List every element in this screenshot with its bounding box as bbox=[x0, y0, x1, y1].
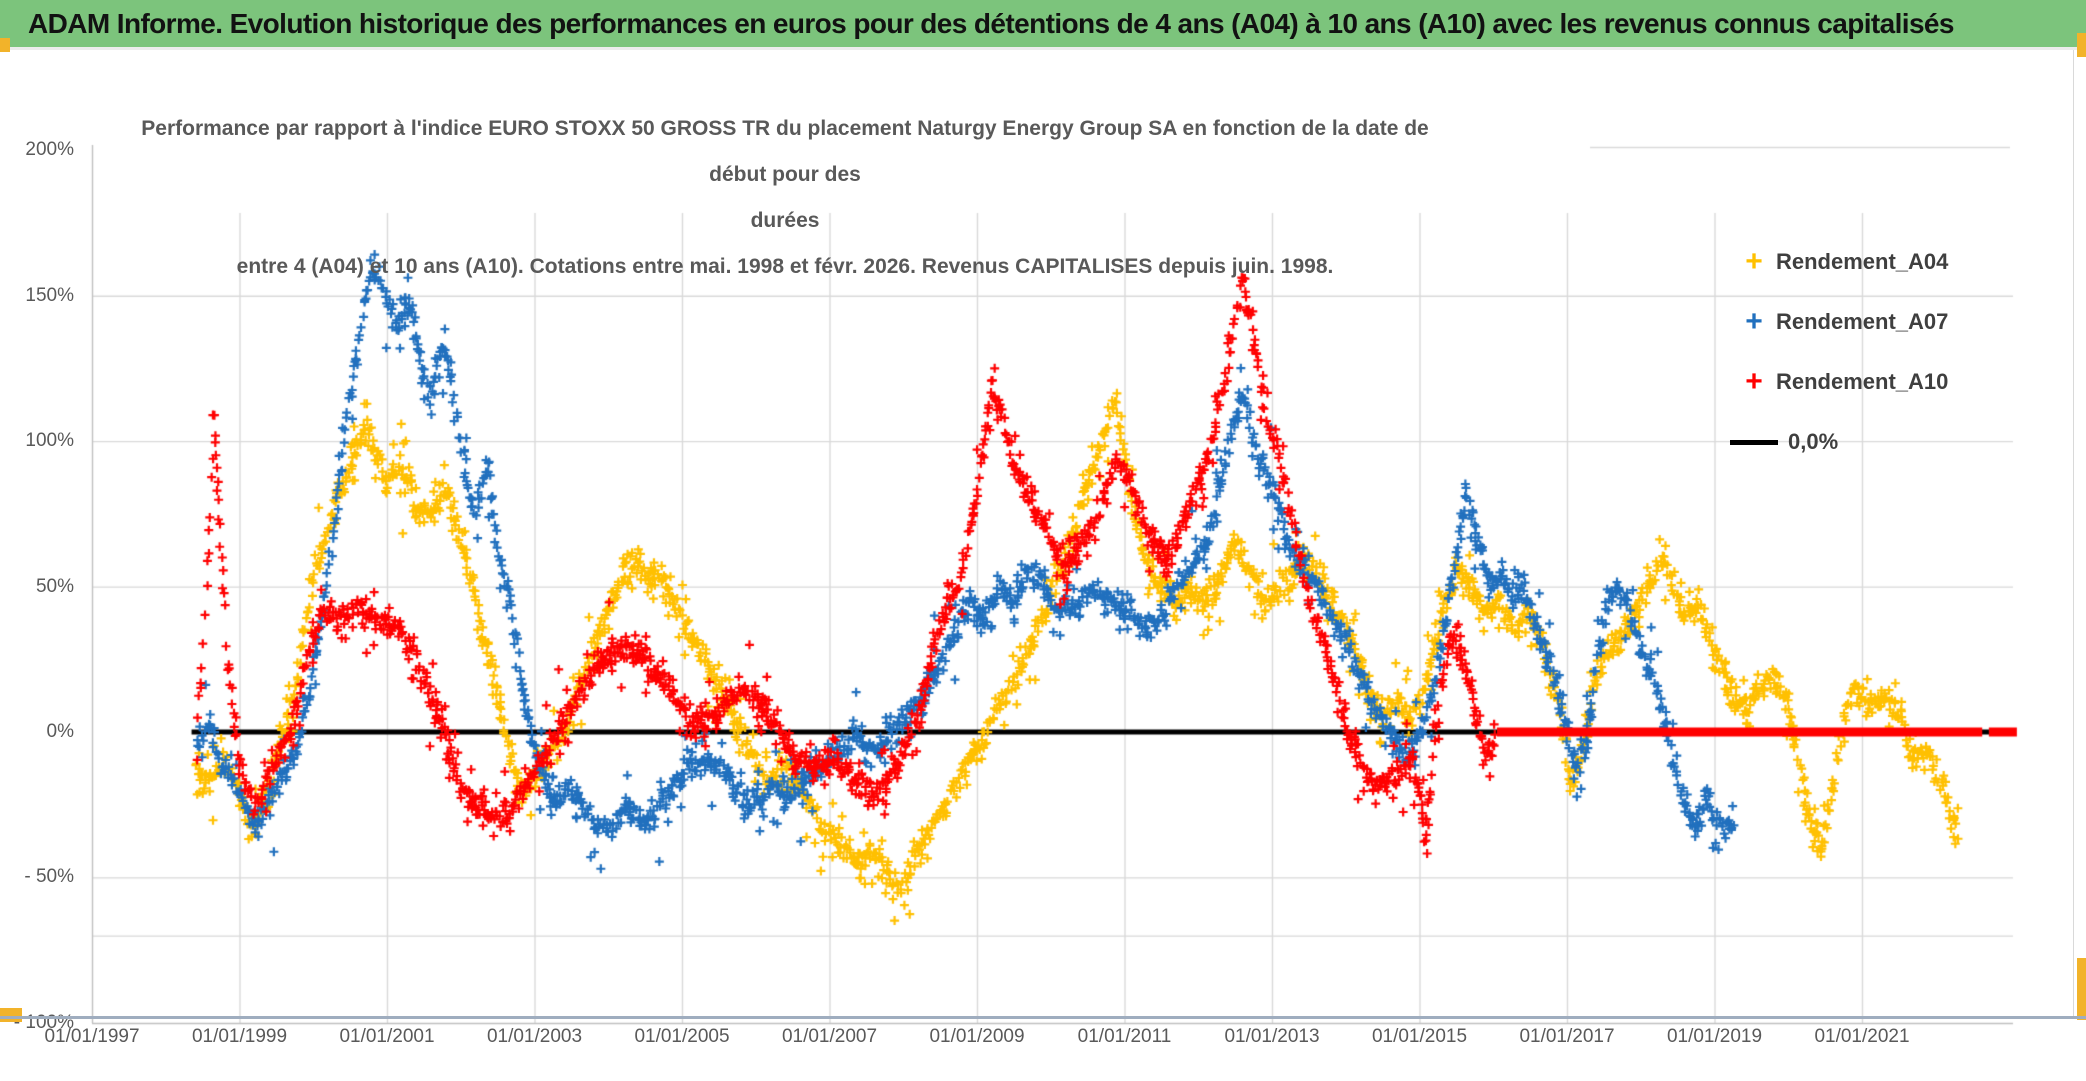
x-tick-label: 01/01/2003 bbox=[486, 1026, 583, 1047]
y-tick-label: 50% bbox=[35, 575, 74, 597]
chart-right-border bbox=[2073, 50, 2074, 1016]
x-tick-label: 01/01/1999 bbox=[191, 1026, 288, 1047]
zero-line-swatch-icon bbox=[1730, 439, 1778, 445]
plus-marker-icon: + bbox=[1745, 365, 1763, 398]
chart-title-line-2: durées bbox=[750, 209, 820, 232]
x-tick-label: 01/01/1997 bbox=[44, 1026, 140, 1047]
x-tick-label: 01/01/2007 bbox=[781, 1026, 878, 1047]
x-tick-label: 01/01/2001 bbox=[339, 1026, 435, 1047]
y-tick-label: 150% bbox=[25, 284, 74, 306]
x-tick-label: 01/01/2017 bbox=[1519, 1026, 1615, 1047]
legend-label: Rendement_A10 bbox=[1776, 369, 1949, 394]
gold-frame-accent-top-right bbox=[2077, 33, 2086, 57]
legend-label: 0,0% bbox=[1788, 429, 1839, 454]
x-tick-label: 01/01/2019 bbox=[1666, 1026, 1763, 1047]
gold-frame-accent-top-left bbox=[0, 38, 10, 52]
plus-marker-icon: + bbox=[1745, 305, 1763, 338]
legend: + Rendement_A04 + Rendement_A07 + Rendement_A… bbox=[1730, 232, 1948, 472]
y-tick-label: 200% bbox=[25, 139, 74, 161]
x-tick-label: 01/01/2013 bbox=[1224, 1026, 1320, 1047]
y-tick-label: 0% bbox=[46, 721, 74, 742]
plus-marker-icon: + bbox=[1745, 245, 1763, 278]
chart-title: Performance par rapport à l'indice EURO … bbox=[135, 106, 1435, 290]
gold-frame-accent-bottom-left bbox=[0, 1008, 22, 1022]
banner-title: ADAM Informe. Evolution historique des p… bbox=[28, 7, 1954, 39]
chart-title-line-1: Performance par rapport à l'indice EURO … bbox=[141, 117, 1429, 186]
plot-area-canvas[interactable] bbox=[0, 50, 2086, 1081]
x-tick-label: 01/01/2021 bbox=[1814, 1026, 1910, 1047]
legend-label: Rendement_A04 bbox=[1776, 249, 1949, 274]
banner-divider bbox=[0, 47, 2086, 50]
chart-region: Performance par rapport à l'indice EURO … bbox=[0, 50, 2086, 1081]
y-tick-label: - 50% bbox=[24, 866, 74, 888]
x-tick-label: 01/01/2009 bbox=[929, 1026, 1025, 1047]
app-banner: ADAM Informe. Evolution historique des p… bbox=[0, 0, 2086, 47]
legend-item-rendement-a10[interactable]: + Rendement_A10 bbox=[1732, 352, 1948, 412]
legend-item-rendement-a04[interactable]: + Rendement_A04 bbox=[1732, 232, 1948, 292]
gold-frame-accent-bottom-right bbox=[2077, 958, 2086, 1020]
legend-item-0-0-[interactable]: 0,0% bbox=[1730, 412, 1948, 472]
chart-title-line-3: entre 4 (A04) et 10 ans (A10). Cotations… bbox=[236, 255, 1334, 278]
legend-label: Rendement_A07 bbox=[1776, 309, 1949, 334]
x-tick-label: 01/01/2015 bbox=[1371, 1026, 1468, 1047]
window-bottom-rule bbox=[0, 1016, 2086, 1019]
y-tick-label: 100% bbox=[25, 430, 74, 452]
x-tick-label: 01/01/2005 bbox=[634, 1026, 730, 1047]
legend-item-rendement-a07[interactable]: + Rendement_A07 bbox=[1732, 292, 1948, 352]
x-tick-label: 01/01/2011 bbox=[1077, 1026, 1172, 1047]
